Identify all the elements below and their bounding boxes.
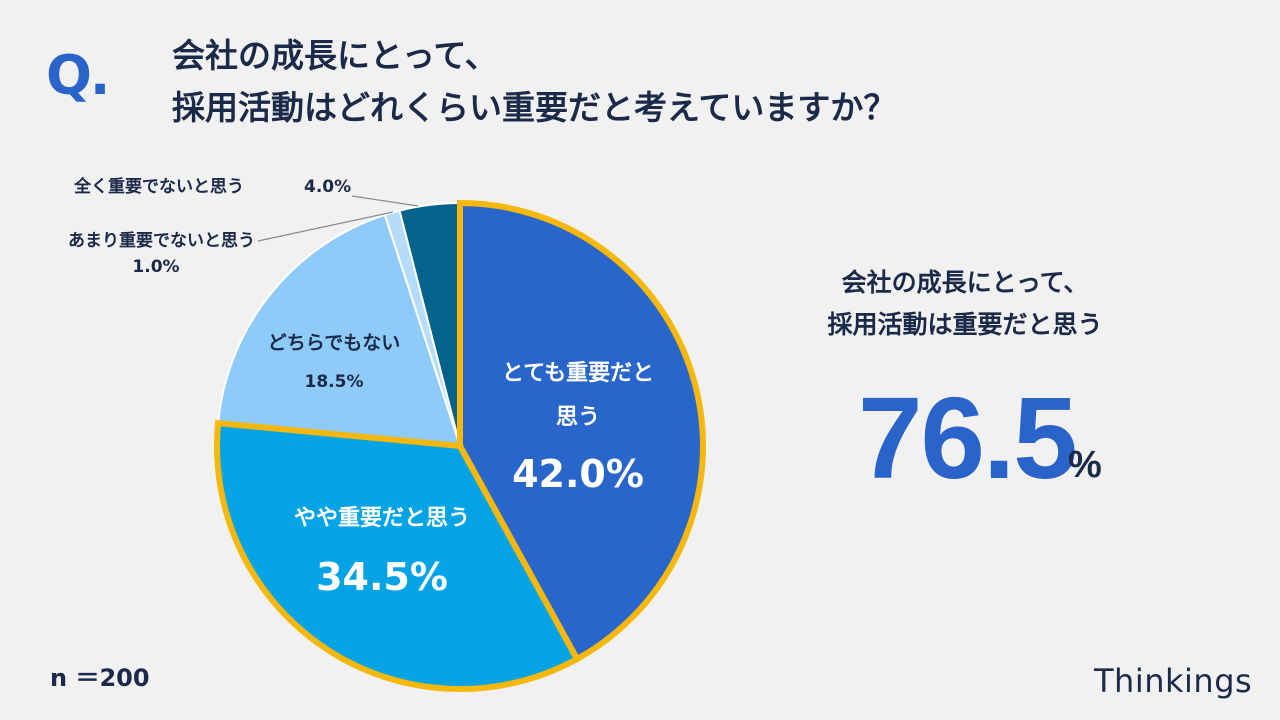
question-mark: Q. [46, 44, 110, 107]
summary-value: 76.5 [858, 373, 1078, 503]
summary-line-1: 会社の成長にとって、 [841, 268, 1089, 297]
sample-size: n ＝200 [50, 664, 150, 692]
value-label-somewhat-important: 34.5% [316, 555, 448, 599]
summary-label: 会社の成長にとって、 採用活動は重要だと思う [790, 262, 1140, 346]
label-not-very-important: あまり重要でないと思う [68, 230, 255, 251]
question-line-1: 会社の成長にとって、 [172, 36, 498, 75]
question-line-2: 採用活動はどれくらい重要だと考えていますか？ [172, 88, 897, 127]
summary-line-2: 採用活動は重要だと思う [827, 310, 1103, 339]
label-very-important-line-2: 思う [556, 405, 600, 430]
label-not-important-at-all: 全く重要でないと思う [73, 176, 244, 197]
slice-neutral [216, 213, 462, 448]
slice-somewhat-important-highlight [214, 419, 582, 692]
question-title: 会社の成長にとって、 採用活動はどれくらい重要だと考えていますか？ [172, 30, 896, 134]
summary-unit: % [1068, 444, 1102, 486]
slice-very-important-highlight [457, 199, 706, 664]
value-label-not-very-important: 1.0% [132, 257, 179, 277]
leader-not-very-important [257, 211, 394, 242]
value-label-neutral: 18.5% [305, 372, 364, 392]
value-label-very-important: 42.0% [512, 452, 644, 496]
label-neutral: どちらでもない [268, 332, 400, 354]
value-label-not-important-at-all: 4.0% [304, 177, 351, 197]
thinkings-logo: Thinkings [1094, 662, 1253, 700]
leader-not-important-at-all [351, 195, 419, 207]
label-very-important-line-1: とても重要だと [502, 361, 654, 386]
label-somewhat-important: やや重要だと思う [294, 506, 470, 531]
